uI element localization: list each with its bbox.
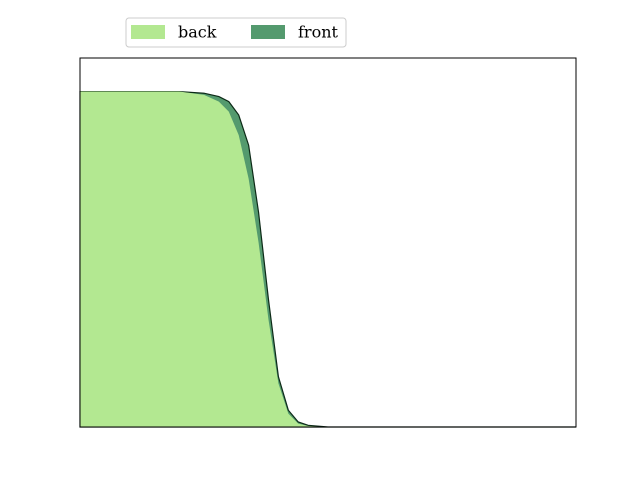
- legend: back front: [125, 17, 347, 48]
- legend-swatch: [251, 25, 285, 39]
- area: [80, 91, 576, 427]
- legend-label: back: [178, 23, 217, 42]
- legend-swatch: [131, 25, 165, 39]
- legend-label: front: [298, 23, 339, 42]
- legend-frame: [125, 17, 347, 48]
- axes-frame: [79, 57, 577, 428]
